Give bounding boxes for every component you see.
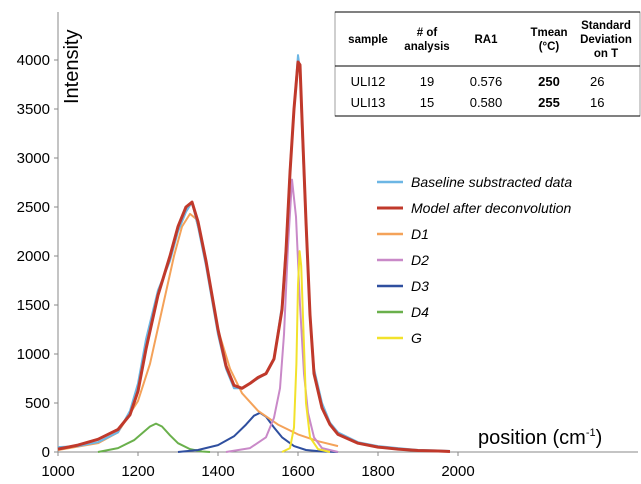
table-header-cell: analysis: [404, 41, 449, 53]
x-tick-label: 1000: [41, 463, 74, 480]
y-tick-label: 4000: [17, 52, 50, 69]
x-tick-label: 2000: [441, 463, 474, 480]
legend: Baseline substracted data Model after dec…: [377, 174, 572, 346]
table-header-cell: Tmean: [530, 27, 567, 39]
legend-label-baseline: Baseline substracted data: [411, 174, 572, 190]
table-header-cell: # of: [417, 27, 438, 39]
legend-label-d3: D3: [411, 278, 429, 294]
legend-label-d1: D1: [411, 226, 429, 242]
table-cell: 0.576: [470, 74, 503, 89]
legend-label-d4: D4: [411, 304, 429, 320]
series-line-model: [57, 60, 451, 453]
y-ticks: 0 500 1000 1500 2000 2500 3000 3500 4000: [17, 52, 58, 461]
x-tick-label: 1400: [201, 463, 234, 480]
y-tick-label: 0: [42, 444, 50, 461]
table-cell: 0.580: [470, 95, 503, 110]
x-ticks: 1000 1200 1400 1600 1800 2000: [41, 452, 475, 480]
x-tick-label: 1800: [361, 463, 394, 480]
axes: [57, 12, 638, 453]
table-header-cell: on T: [594, 48, 618, 60]
x-tick-label: 1600: [281, 463, 314, 480]
table-cell: 15: [420, 95, 434, 110]
y-axis-label: Intensity: [61, 30, 83, 104]
legend-label-d2: D2: [411, 252, 429, 268]
summary-table: sample # of analysis RA1 Tmean (°C) Standard De…: [334, 11, 641, 117]
x-axis-label-main: position (cm: [478, 427, 586, 449]
table-cell: ULI12: [351, 74, 386, 89]
series-line-d1: [57, 212, 339, 451]
table-header-cell: Standard: [581, 20, 631, 32]
series-line-d4: [97, 422, 211, 453]
y-tick-label: 500: [25, 395, 50, 412]
table-header-cell: Deviation: [580, 34, 632, 46]
y-tick-label: 3000: [17, 150, 50, 167]
table-cell: 19: [420, 74, 434, 89]
table-frame: [334, 11, 641, 117]
y-tick-label: 1000: [17, 346, 50, 363]
table-header-cell: (°C): [539, 41, 560, 53]
table-cell: 250: [538, 74, 560, 89]
legend-label-g: G: [411, 330, 422, 346]
x-axis-label-close: ): [596, 427, 603, 449]
series-line-d3: [177, 411, 339, 453]
series-layer: [57, 54, 451, 453]
table-cell: 16: [590, 95, 604, 110]
table-header-cell: sample: [348, 34, 388, 46]
series-line-g: [281, 250, 331, 453]
legend-label-model: Model after deconvolution: [411, 200, 572, 216]
x-axis-label: position (cm-1): [478, 427, 602, 449]
y-tick-label: 2500: [17, 199, 50, 216]
table-cell: ULI13: [351, 95, 386, 110]
x-axis-label-sup: -1: [586, 427, 596, 439]
series-line-d2: [225, 178, 339, 453]
x-tick-label: 1200: [121, 463, 154, 480]
y-tick-label: 1500: [17, 297, 50, 314]
table-header-cell: RA1: [474, 34, 498, 46]
y-tick-label: 3500: [17, 101, 50, 118]
table-cell: 255: [538, 95, 560, 110]
y-tick-label: 2000: [17, 248, 50, 265]
table-cells: sample # of analysis RA1 Tmean (°C) Standard De…: [348, 20, 632, 110]
table-cell: 26: [590, 74, 604, 89]
